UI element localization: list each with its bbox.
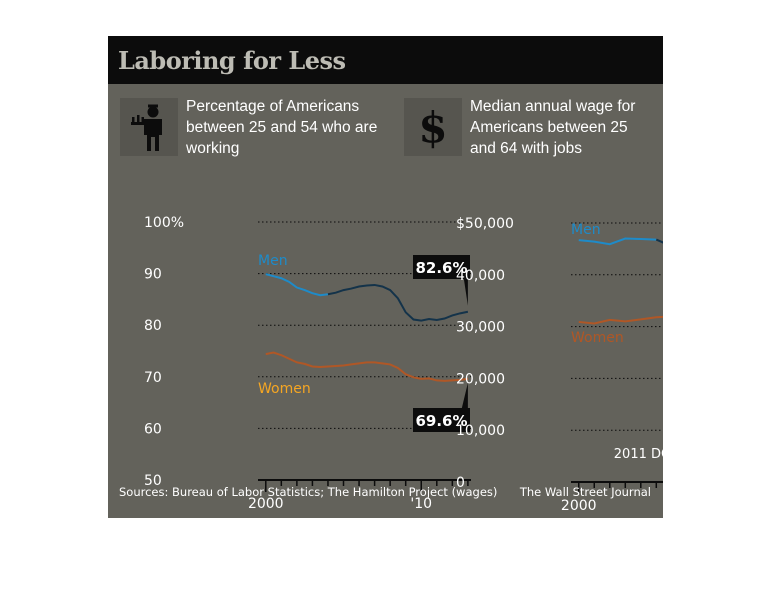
wage-chart-subtitle: Median annual wage for Americans between… bbox=[470, 98, 636, 157]
dollar-icon: $ bbox=[404, 98, 462, 156]
employment-men-end-label: 82.6% bbox=[415, 259, 467, 277]
source-note: Sources: Bureau of Labor Statistics; The… bbox=[119, 485, 498, 499]
employment-women-end-label-pointer bbox=[460, 382, 468, 412]
employment-women-end-label: 69.6% bbox=[415, 412, 467, 430]
employment-men-line bbox=[265, 273, 329, 297]
svg-text:$: $ bbox=[418, 103, 447, 152]
employment-y-tick-label: 90 bbox=[144, 267, 162, 283]
employment-men-end-label-box bbox=[413, 255, 470, 279]
employment-y-tick-label: 50 bbox=[144, 473, 162, 489]
chart-figure: Laboring for Less Percentage of American… bbox=[108, 36, 663, 518]
wage-men-label: Men bbox=[571, 222, 601, 238]
wage-x-tick-label: 2000 bbox=[561, 498, 597, 514]
wage-men-line bbox=[578, 237, 657, 246]
wage-y-tick-label: 40,000 bbox=[456, 268, 505, 284]
charts-canvas: 50 60 70 80 90 100% 2000 '10 Men Women 82.6% 69.6% 0… bbox=[144, 215, 663, 514]
wage-y-tick-label: 0 bbox=[456, 475, 465, 491]
employment-women-end-label-box bbox=[413, 408, 470, 432]
employment-women-line bbox=[265, 351, 469, 382]
title-bar: Laboring for Less bbox=[108, 36, 663, 84]
employment-men-line bbox=[327, 283, 469, 322]
wage-y-tick-label: 10,000 bbox=[456, 423, 505, 439]
wage-women-label: Women bbox=[571, 330, 624, 346]
employment-y-tick-label: 100% bbox=[144, 215, 184, 231]
credit: The Wall Street Journal bbox=[519, 485, 651, 499]
employment-y-tick-label: 60 bbox=[144, 421, 162, 437]
employment-chart-subtitle: Percentage of Americans between 25 and 5… bbox=[186, 98, 378, 157]
wage-y-tick-label: 20,000 bbox=[456, 371, 505, 387]
wage-y-tick-label: $50,000 bbox=[456, 216, 514, 232]
waiter-icon bbox=[120, 98, 178, 156]
wage-units-note: 2011 DOLLARS bbox=[614, 447, 663, 462]
employment-men-label: Men bbox=[258, 253, 288, 269]
employment-x-tick-label: '10 bbox=[410, 496, 432, 512]
wage-men-line bbox=[655, 238, 663, 244]
employment-y-tick-label: 70 bbox=[144, 370, 162, 386]
employment-women-label: Women bbox=[258, 381, 311, 397]
employment-y-tick-label: 80 bbox=[144, 318, 162, 334]
employment-x-tick-label: 2000 bbox=[248, 496, 284, 512]
wage-y-tick-label: 30,000 bbox=[456, 320, 505, 336]
wage-women-line bbox=[578, 315, 663, 325]
chart-title: Laboring for Less bbox=[118, 46, 346, 75]
